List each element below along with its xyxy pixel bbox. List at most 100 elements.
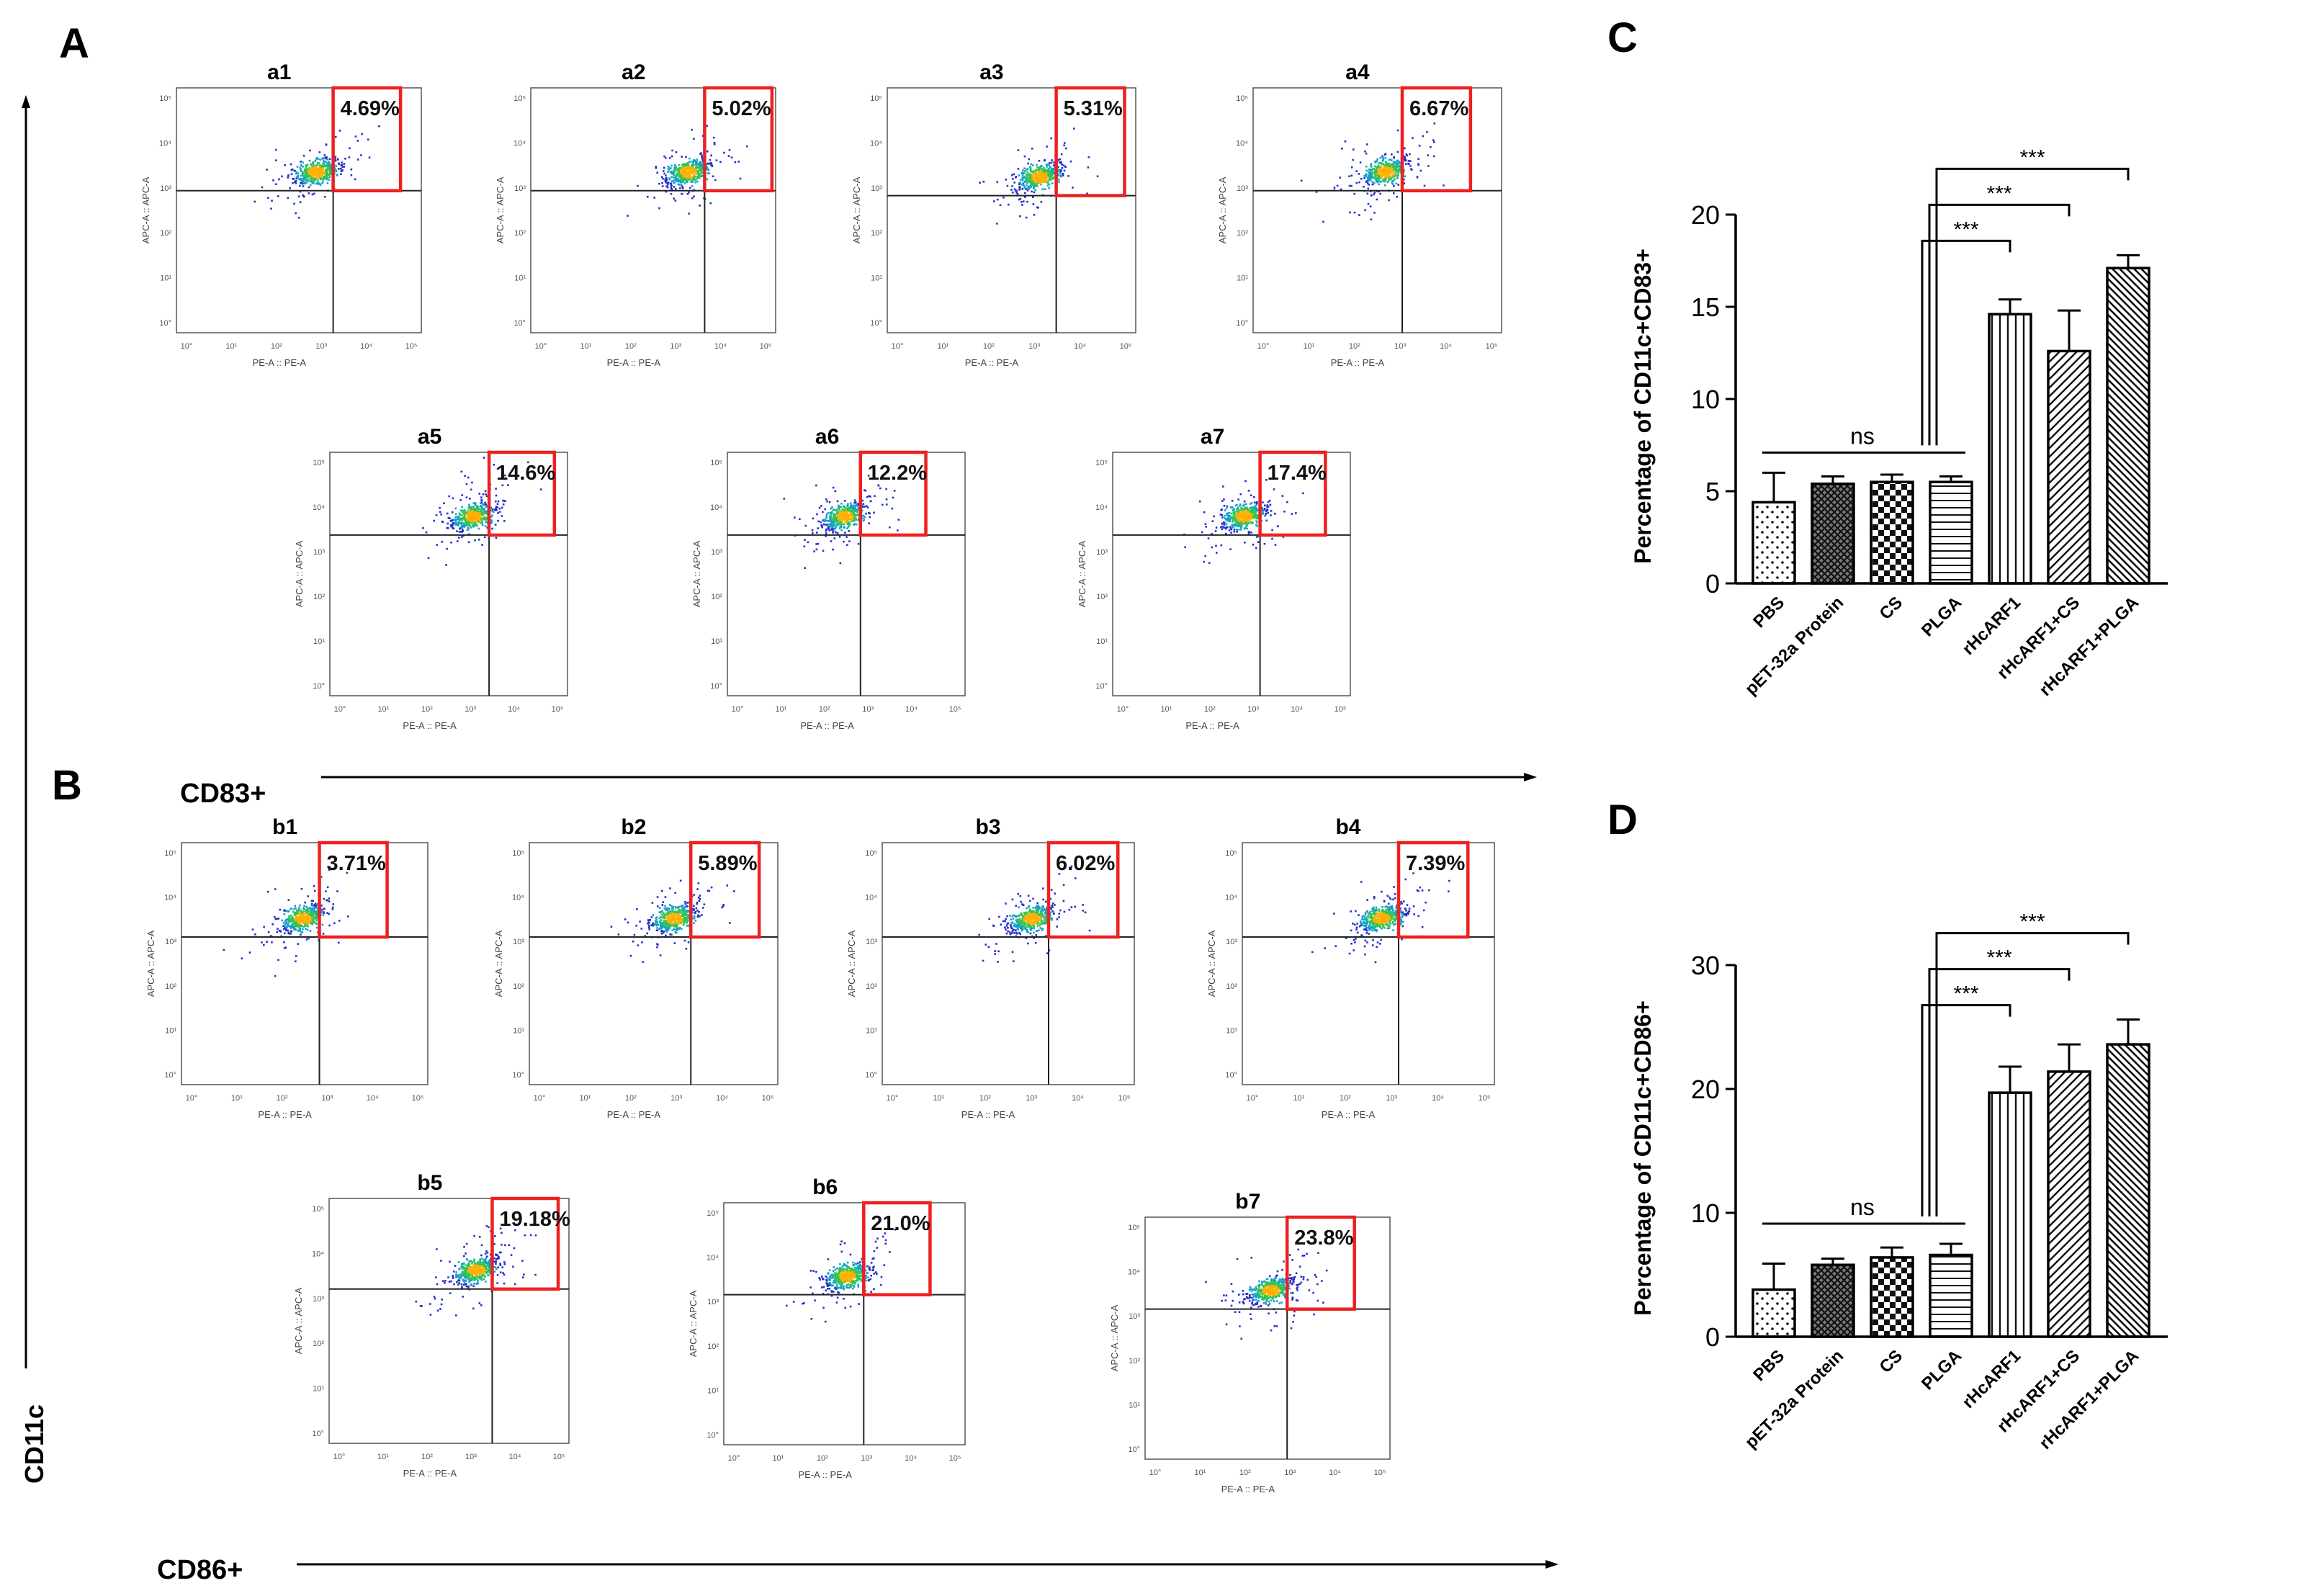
- gate-box: [862, 1201, 932, 1296]
- ns-label: ns: [1850, 1194, 1875, 1220]
- bar-rhcarf1-plga: [2106, 1043, 2150, 1338]
- flow-plot-label: a7: [1201, 425, 1224, 449]
- y-tick-label: 10⁴: [313, 503, 325, 512]
- x-tick-label: 10°: [535, 342, 547, 351]
- x-tick-label: 10²: [817, 1454, 828, 1463]
- y-tick-label: 10³: [711, 548, 722, 557]
- x-tick-label: 10⁴: [1291, 705, 1303, 714]
- y-tick-label: 10⁵: [312, 1205, 324, 1214]
- y-tick-label: 10¹: [1237, 274, 1248, 283]
- y-axis-title: Percentage of CD11c+CD83+: [1630, 248, 1656, 564]
- x-tick-label: 10³: [1386, 1094, 1397, 1103]
- x-tick-label: 10°: [1149, 1469, 1162, 1477]
- x-tick-label: 10⁴: [1074, 342, 1086, 351]
- flow-plot-events: [627, 125, 748, 217]
- panel-label-c: C: [1607, 14, 1638, 61]
- flow-plot-frame: [727, 452, 966, 696]
- x-tick-label: 10²: [421, 1453, 433, 1461]
- y-tick-label: 10¹: [711, 637, 722, 646]
- sig-bracket: [1928, 968, 2071, 1216]
- x-tick-label: 10⁴: [1329, 1469, 1341, 1477]
- y-tick-label: 15: [1691, 292, 1720, 322]
- y-tick-label: 10²: [513, 982, 524, 991]
- flow-plot-frame: [181, 842, 429, 1085]
- y-tick-label: 20: [1691, 200, 1720, 230]
- y-tick-label: 10⁵: [870, 94, 882, 103]
- gate-box: [487, 450, 557, 537]
- y-tick-label: 10²: [160, 229, 171, 238]
- y-axis-title: Percentage of CD11c+CD86+: [1630, 1000, 1656, 1316]
- bar-rhcarf1-plga: [2106, 266, 2150, 585]
- x-tick-label: 10°: [732, 705, 744, 714]
- x-tick-label: 10³: [465, 1453, 477, 1461]
- x-tick-label: 10⁵: [552, 705, 564, 714]
- cd83-axis-title: CD83+: [180, 779, 266, 809]
- gate-percent: 6.67%: [1409, 97, 1468, 120]
- gate-percent: 19.18%: [499, 1208, 570, 1231]
- x-tick-label: 10¹: [580, 342, 591, 351]
- y-tick-label: 10⁵: [1236, 94, 1248, 103]
- y-tick-label: 10°: [512, 1071, 524, 1080]
- y-tick-label: 10°: [870, 319, 882, 328]
- y-tick-label: 10⁵: [707, 1209, 719, 1218]
- x-tick-label: 10°: [334, 705, 346, 714]
- y-tick-label: 10°: [164, 1071, 176, 1080]
- x-tick-label: 10°: [887, 1094, 899, 1103]
- flow-plot-events: [1311, 872, 1450, 964]
- flow-plot-frame: [176, 87, 422, 333]
- x-tick-label: 10³: [862, 705, 874, 714]
- y-tick-label: 10²: [1129, 1357, 1140, 1366]
- x-tick-label: 10°: [181, 342, 193, 351]
- x-tick-label: 10²: [277, 1094, 288, 1103]
- x-tick-label: 10²: [1349, 342, 1360, 351]
- flow-cytometry-plots: 4.69% a1 10° 10° 10¹ 10¹ 10² 10² 10³ 10³ 10⁴ 10⁴ 10⁵…: [140, 60, 1502, 1494]
- y-tick-label: 10⁵: [513, 94, 526, 103]
- flow-plot-a5: 14.6% a5 10° 10° 10¹ 10¹ 10² 10² 10³ 10³ 10⁴ 10⁴ 10⁵…: [294, 425, 568, 731]
- x-axis-label: PE-A :: PE-A: [1322, 1109, 1376, 1120]
- x-tick-label: 10²: [271, 342, 282, 351]
- x-axis-label: PE-A :: PE-A: [1221, 1484, 1275, 1494]
- gate-percent: 21.0%: [871, 1212, 930, 1235]
- y-tick-label: 20: [1691, 1075, 1720, 1104]
- x-tick-label: 10¹: [772, 1454, 784, 1463]
- flow-plot-frame: [1242, 842, 1495, 1085]
- x-tick-label: 10²: [819, 705, 830, 714]
- gate-percent: 5.02%: [712, 97, 771, 120]
- x-tick-label: 10¹: [231, 1094, 243, 1103]
- y-tick-label: 10°: [1095, 682, 1108, 691]
- flow-plot-label: b1: [272, 815, 297, 839]
- gate-box: [318, 840, 389, 939]
- flow-plot-frame: [882, 842, 1135, 1085]
- gate-box: [331, 86, 403, 193]
- y-tick-label: 10³: [313, 548, 325, 557]
- flow-plot-events: [421, 457, 542, 566]
- x-tick-label: 10⁴: [508, 705, 520, 714]
- x-tick-label: 10¹: [775, 705, 786, 714]
- y-tick-label: 10⁴: [159, 139, 171, 148]
- flow-plot-label: a2: [622, 60, 645, 84]
- bar-plga: [1929, 1253, 1973, 1338]
- x-tick-label: 10⁴: [1440, 342, 1452, 351]
- x-axis-label: PE-A :: PE-A: [961, 1109, 1015, 1120]
- x-tick-label: 10⁵: [1120, 342, 1132, 351]
- flow-plot-b4: 7.39% b4 10° 10° 10¹ 10¹ 10² 10² 10³ 10³ 10⁴ 10⁴ 10⁵…: [1206, 815, 1495, 1120]
- y-tick-label: 10¹: [313, 1385, 324, 1394]
- flow-plot-label: b7: [1235, 1190, 1260, 1214]
- y-tick-label: 10⁴: [710, 503, 722, 512]
- y-tick-label: 10³: [514, 184, 526, 193]
- cd86-axis: CD86+: [157, 1555, 1558, 1585]
- flow-plot-a6: 12.2% a6 10° 10° 10¹ 10¹ 10² 10² 10³ 10³ 10⁴ 10⁴ 10⁵…: [691, 425, 966, 731]
- flow-plot-label: b5: [417, 1171, 442, 1195]
- y-tick-label: 10³: [707, 1298, 719, 1306]
- x-tick-label: 10³: [1247, 705, 1259, 714]
- y-tick-label: 10¹: [513, 1026, 524, 1035]
- flow-plot-label: a4: [1345, 60, 1370, 84]
- sig-bracket: [1935, 167, 2130, 446]
- x-tick-label: 10⁵: [1118, 1094, 1131, 1103]
- gate-percent: 5.89%: [698, 852, 757, 875]
- x-tick-label: 10¹: [579, 1094, 591, 1103]
- bar-rhcarf1: [1988, 313, 2032, 585]
- x-tick-label: 10°: [1257, 342, 1270, 351]
- y-axis-label: APC-A :: APC-A: [1077, 540, 1087, 607]
- flow-plot-frame: [1144, 1216, 1391, 1460]
